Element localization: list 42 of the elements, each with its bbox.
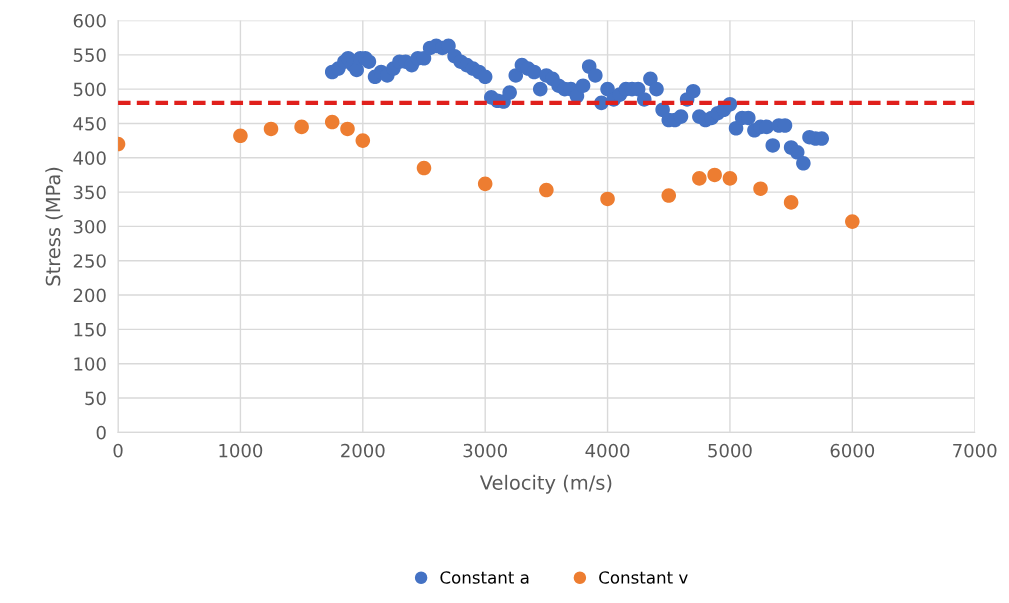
y-tick-label: 0 xyxy=(96,425,106,440)
y-tick-label: 250 xyxy=(73,254,106,268)
y-axis-title: Stress (MPa) xyxy=(45,167,63,286)
legend-label: Constant a xyxy=(440,571,529,584)
x-tick-label: 3000 xyxy=(463,443,507,458)
point xyxy=(324,114,340,130)
x-tick-label: 1000 xyxy=(219,443,263,458)
x-tick-label: 6000 xyxy=(830,443,875,458)
point xyxy=(340,121,355,137)
x-tick-label: 5000 xyxy=(708,443,752,458)
point xyxy=(845,214,860,229)
point xyxy=(233,128,248,144)
y-tick-label: 300 xyxy=(73,219,106,234)
point xyxy=(722,171,738,186)
x-tick-label: 0 xyxy=(113,443,123,458)
y-tick-label: 50 xyxy=(85,391,106,406)
y-tick-label: 550 xyxy=(73,48,106,62)
y-tick-label: 150 xyxy=(74,322,106,337)
point xyxy=(294,119,309,135)
point xyxy=(707,167,722,183)
y-tick-label: 450 xyxy=(73,116,106,131)
x-axis-title: Velocity (m/s) xyxy=(479,474,612,494)
point xyxy=(263,121,279,137)
y-tick-label: 200 xyxy=(73,288,106,303)
x-tick-label: 2000 xyxy=(341,443,385,458)
point xyxy=(600,191,615,207)
y-tick-label: 600 xyxy=(73,13,106,28)
point xyxy=(753,181,768,196)
point xyxy=(355,133,371,148)
x-tick-label: 7000 xyxy=(953,443,997,458)
y-tick-label: 400 xyxy=(73,151,106,165)
point xyxy=(539,182,554,198)
legend-label: Constant v xyxy=(599,571,688,584)
point xyxy=(783,195,799,210)
point xyxy=(661,188,677,203)
point xyxy=(477,176,493,192)
x-tick-label: 4000 xyxy=(585,443,630,458)
y-tick-label: 350 xyxy=(73,185,106,200)
point xyxy=(416,160,432,176)
point xyxy=(692,171,707,186)
y-tick-label: 500 xyxy=(73,82,106,97)
y-tick-label: 100 xyxy=(74,357,106,371)
